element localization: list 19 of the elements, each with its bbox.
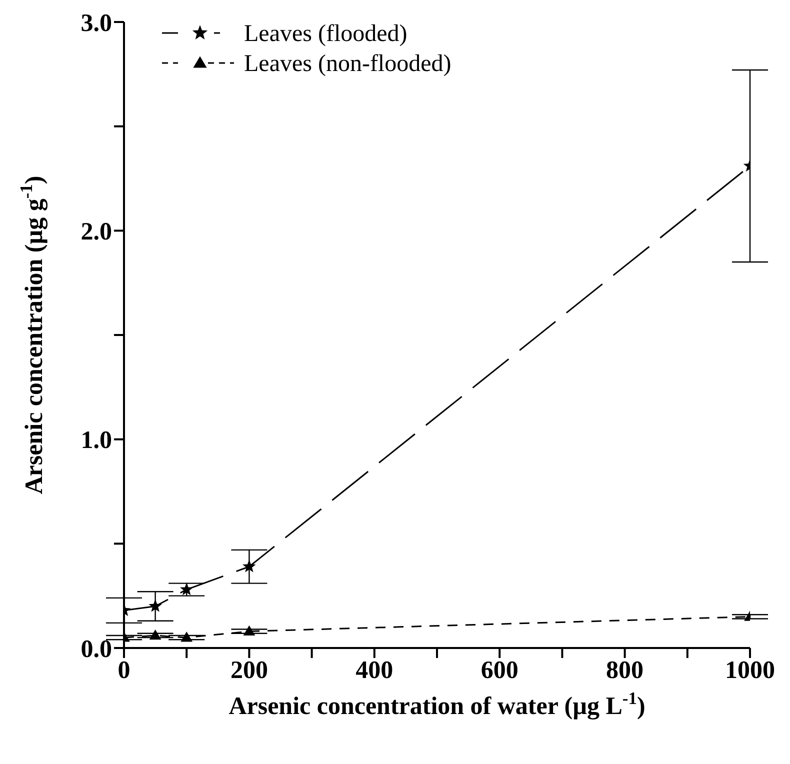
y-tick-label: 2.0 [80, 218, 112, 246]
x-tick-label: 1000 [725, 656, 775, 684]
y-tick-label: 3.0 [80, 10, 112, 37]
point [180, 582, 194, 596]
point [243, 625, 256, 636]
point [242, 560, 256, 572]
x-tick-label: 400 [356, 656, 394, 684]
x-tick-label: 200 [230, 656, 268, 684]
y-tick-label: 1.0 [80, 427, 112, 454]
legend-label: Leaves (flooded) [244, 21, 408, 47]
point [149, 630, 162, 640]
x-tick-label: 600 [480, 656, 518, 684]
legend-label: Leaves (non-flooded) [244, 51, 452, 77]
point [180, 632, 193, 642]
x-tick-label: 800 [606, 656, 644, 684]
x-axis-title: Arsenic concentration of water (µg L$^{-1}$) [228, 688, 646, 720]
y-tick-label: 0.0 [80, 636, 112, 663]
x-tick-label: 0 [118, 656, 130, 684]
point [148, 599, 162, 612]
